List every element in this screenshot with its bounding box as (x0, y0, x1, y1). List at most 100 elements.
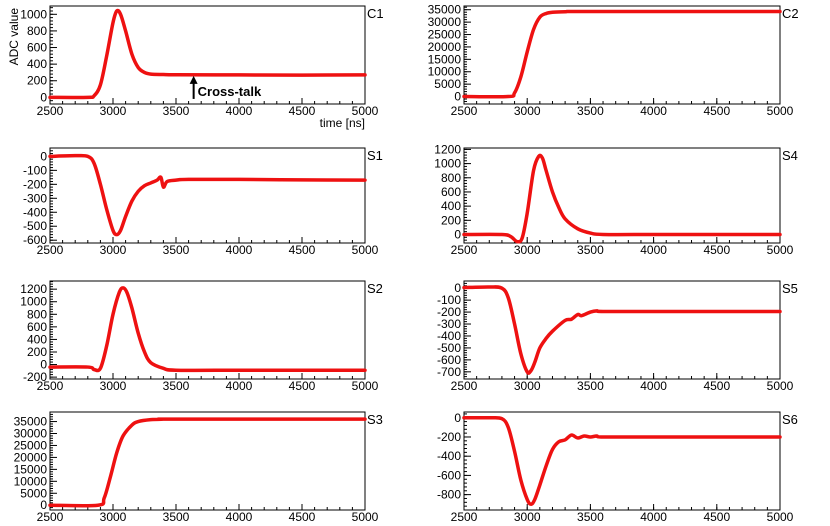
panel-c1: 2500 3000 3500 4000 4500 5000 0 200 400 600 800 100… (7, 5, 384, 130)
y-tick-label: 0 (454, 227, 461, 241)
x-tick-label: 4000 (226, 243, 253, 257)
x-tick-label: 3000 (514, 104, 541, 118)
y-tick-label: 1200 (20, 282, 47, 296)
x-tick-label: 3500 (163, 510, 190, 524)
x-tick-label: 3500 (163, 243, 190, 257)
waveform-line-0 (48, 286, 367, 373)
x-tick-label: 5000 (352, 243, 379, 257)
y-tick-label: 1000 (434, 157, 461, 171)
x-tick-label: 4500 (703, 243, 730, 257)
x-tick-label: 4000 (226, 104, 253, 118)
y-tick-label: 0 (40, 149, 47, 163)
x-tick-label: 3000 (100, 510, 127, 524)
y-axis-label: ADC value (7, 8, 21, 66)
x-tick-label: 5000 (352, 104, 379, 118)
x-tick-label: 5000 (767, 379, 794, 393)
x-tick-label: 4500 (289, 243, 316, 257)
y-tick-label: -300 (23, 191, 47, 205)
x-tick-label: 2500 (37, 243, 64, 257)
y-tick-label: 800 (27, 24, 47, 38)
x-tick-label: 4000 (226, 510, 253, 524)
x-tick-label: 5000 (767, 104, 794, 118)
y-tick-label: -500 (437, 341, 461, 355)
annotation-arrow-head (189, 75, 198, 84)
y-tick-label: 200 (27, 74, 47, 88)
y-tick-label: -200 (437, 430, 461, 444)
plot-frame (463, 147, 781, 244)
x-tick-label: 5000 (767, 510, 794, 524)
y-tick-label: -700 (437, 365, 461, 379)
y-tick-label: 25000 (428, 28, 462, 42)
plot-frame (463, 5, 781, 105)
y-tick-label: -600 (437, 468, 461, 482)
waveform-line-0 (48, 8, 367, 100)
panel-s5: 2500 3000 3500 4000 4500 5000 0-100-200-300-40… (437, 280, 798, 393)
y-tick-label: 800 (441, 171, 461, 185)
y-tick-label: 25000 (14, 438, 48, 452)
y-tick-label: 600 (27, 41, 47, 55)
y-tick-label: -300 (437, 317, 461, 331)
panel-label: S3 (367, 412, 383, 427)
plot-frame (463, 411, 781, 511)
y-tick-label: 15000 (428, 52, 462, 66)
panel-label: C1 (367, 6, 384, 21)
y-tick-label: 20000 (428, 40, 462, 54)
panel-label: C2 (782, 6, 799, 21)
plot-frame (463, 280, 781, 380)
y-tick-label: 15000 (14, 462, 48, 476)
plot-frame (49, 280, 366, 380)
x-tick-label: 3000 (100, 243, 127, 257)
y-tick-label: -800 (437, 488, 461, 502)
panel-label: S4 (782, 148, 798, 163)
x-tick-label: 3500 (577, 379, 604, 393)
x-tick-label: 2500 (451, 243, 478, 257)
y-tick-label: 35000 (14, 415, 48, 429)
x-tick-label: 4000 (640, 104, 667, 118)
y-tick-label: 0 (454, 90, 461, 104)
y-tick-label: 0 (40, 358, 47, 372)
y-tick-label: 30000 (428, 15, 462, 29)
x-tick-label: 3500 (163, 104, 190, 118)
y-tick-label: 5000 (20, 486, 47, 500)
y-tick-label: -400 (23, 205, 47, 219)
y-tick-label: 0 (454, 411, 461, 425)
y-tick-label: -100 (437, 293, 461, 307)
x-tick-label: 3000 (514, 379, 541, 393)
x-tick-label: 2500 (451, 510, 478, 524)
x-tick-label: 5000 (352, 510, 379, 524)
y-tick-label: 5000 (434, 77, 461, 91)
waveform-line-0 (462, 415, 782, 506)
x-tick-label: 4000 (640, 510, 667, 524)
x-tick-label: 3500 (163, 379, 190, 393)
x-tick-label: 3000 (100, 104, 127, 118)
y-tick-label: -200 (437, 305, 461, 319)
y-tick-label: 0 (40, 90, 47, 104)
waveform-line-0 (462, 153, 782, 244)
y-tick-label: -200 (23, 370, 47, 384)
x-tick-label: 3000 (100, 379, 127, 393)
x-tick-label: 3500 (577, 510, 604, 524)
x-tick-label: 4500 (289, 379, 316, 393)
y-tick-label: 1000 (20, 295, 47, 309)
x-tick-label: 3500 (577, 243, 604, 257)
x-axis-label: time [ns] (320, 116, 365, 130)
panel-s4: 2500 3000 3500 4000 4500 5000 0200400600800100… (434, 142, 798, 257)
x-tick-label: 2500 (451, 379, 478, 393)
panel-s2: 2500 3000 3500 4000 4500 5000 -200020040060080… (20, 280, 383, 393)
y-tick-label: -400 (437, 329, 461, 343)
x-tick-label: 4000 (226, 379, 253, 393)
waveform-line-0 (48, 417, 367, 508)
waveform-line-0 (462, 9, 782, 99)
y-tick-label: 800 (27, 307, 47, 321)
panel-label: S1 (367, 148, 383, 163)
y-tick-label: -600 (437, 353, 461, 367)
plot-frame (49, 147, 366, 244)
waveform-line-0 (462, 285, 782, 375)
x-tick-label: 2500 (451, 104, 478, 118)
y-tick-label: 1000 (20, 7, 47, 21)
panel-s3: 2500 3000 3500 4000 4500 50000500010000150002… (14, 411, 383, 524)
panel-c2: 2500 3000 3500 4000 4500 50000500010000150002… (428, 3, 799, 118)
y-tick-label: 1200 (434, 142, 461, 156)
x-tick-label: 3000 (514, 243, 541, 257)
